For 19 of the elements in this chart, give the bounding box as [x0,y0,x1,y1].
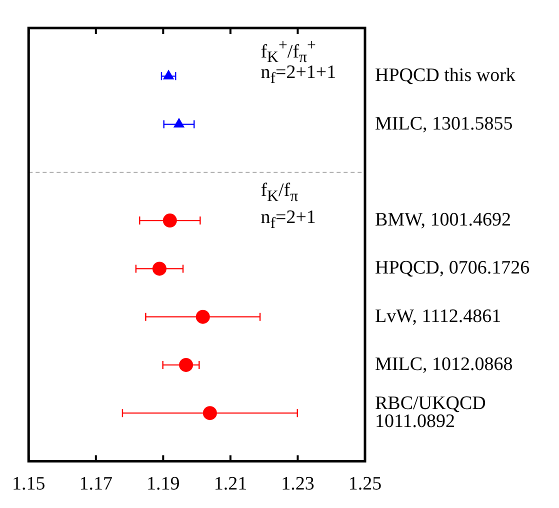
y-tick-label: RBC/UKQCD 1011.0892 [375,393,486,432]
x-tick-label: 1.21 [214,474,248,495]
y-tick-label: BMW, 1001.4692 [375,210,512,231]
y-tick-label: LvW, 1112.4861 [375,306,502,327]
x-tick-label: 1.23 [281,474,314,495]
point [162,214,177,228]
y-tick-label: HPQCD this work [375,65,516,86]
annotation: n$_{f}$=2+1 [260,206,316,234]
x-tick-label: 1.19 [146,474,180,495]
x-tick-label: 1.15 [12,474,46,495]
point [202,406,217,420]
x-tick-label: 1.25 [348,474,382,495]
x-tick-label: 1.17 [79,474,113,495]
y-tick-label: HPQCD, 0706.1726 [375,258,530,279]
annotation: n$_{f}$=2+1+1 [260,62,336,89]
y-tick-label: MILC, 1012.0868 [375,354,513,375]
annotation: f$_{K}$/f$_{π}$ [260,180,298,206]
y-tick-label: MILC, 1301.5855 [375,113,513,134]
point [179,358,194,372]
